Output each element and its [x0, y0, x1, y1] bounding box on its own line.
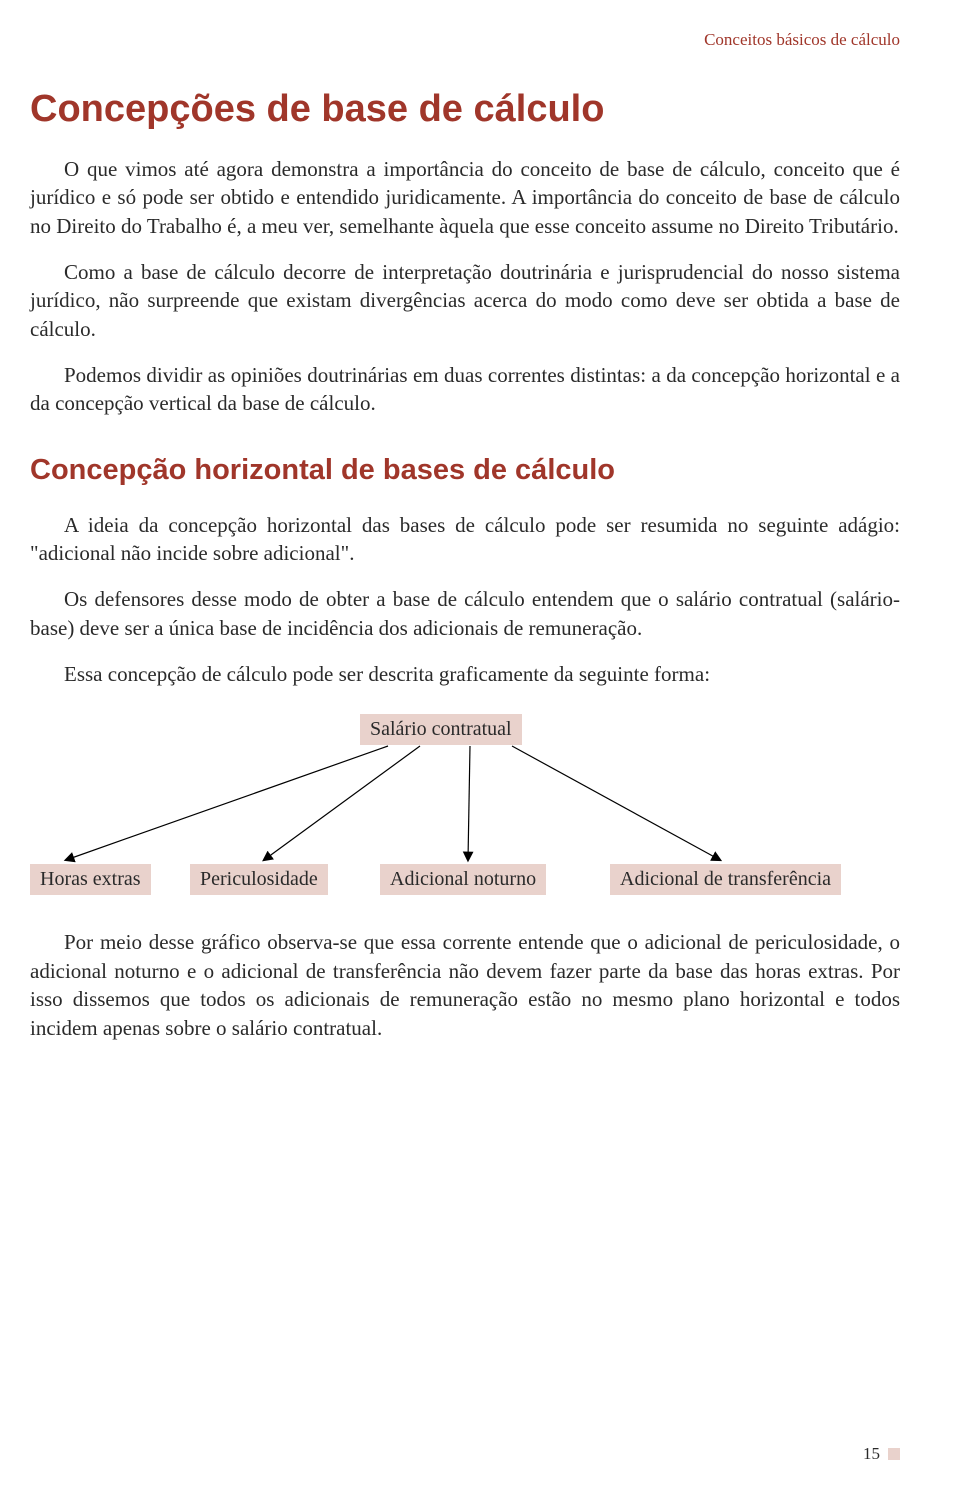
section2-p2: Os defensores desse modo de obter a base… — [30, 585, 900, 642]
page-number-value: 15 — [863, 1444, 880, 1464]
section3-p1: Por meio desse gráfico observa-se que es… — [30, 928, 900, 1041]
section1-title: Concepções de base de cálculo — [30, 88, 900, 131]
section1-p2: Como a base de cálculo decorre de interp… — [30, 258, 900, 343]
section2-p3: Essa concepção de cálculo pode ser descr… — [30, 660, 900, 688]
tree-diagram: Salário contratual Horas extras Periculo… — [30, 706, 900, 906]
page-marker-icon — [888, 1448, 900, 1460]
diagram-leaf-adicional-transferencia: Adicional de transferência — [610, 864, 841, 895]
section1-p3: Podemos dividir as opiniões doutrinárias… — [30, 361, 900, 418]
page-number: 15 — [863, 1444, 900, 1464]
diagram-root-node: Salário contratual — [360, 714, 522, 745]
diagram-leaf-periculosidade: Periculosidade — [190, 864, 328, 895]
section1-p1: O que vimos até agora demonstra a import… — [30, 155, 900, 240]
diagram-leaf-horas-extras: Horas extras — [30, 864, 151, 895]
diagram-leaf-adicional-noturno: Adicional noturno — [380, 864, 546, 895]
running-header: Conceitos básicos de cálculo — [30, 30, 900, 50]
section2-title: Concepção horizontal de bases de cálculo — [30, 454, 900, 487]
section2-p1: A ideia da concepção horizontal das base… — [30, 511, 900, 568]
